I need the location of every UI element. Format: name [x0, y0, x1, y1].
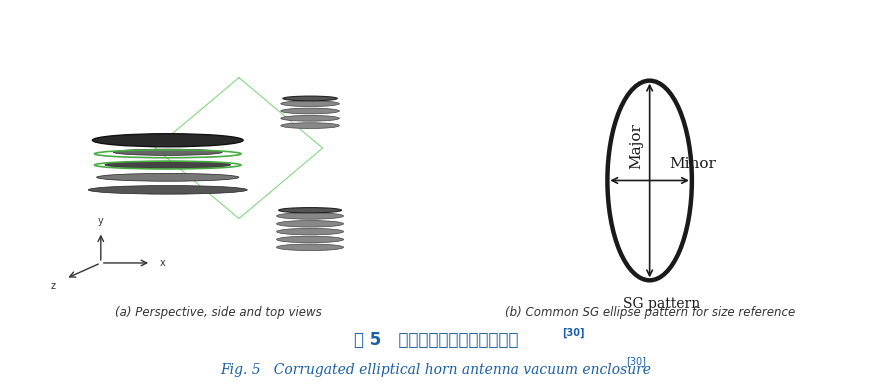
- Ellipse shape: [113, 149, 222, 156]
- Ellipse shape: [281, 108, 339, 114]
- Ellipse shape: [276, 228, 344, 235]
- Text: [30]: [30]: [626, 356, 646, 366]
- Text: Major: Major: [629, 123, 643, 169]
- Ellipse shape: [88, 185, 248, 194]
- Text: Fig. 5   Corrugated elliptical horn antenna vacuum enclosure: Fig. 5 Corrugated elliptical horn antenn…: [221, 364, 651, 377]
- Ellipse shape: [276, 236, 344, 243]
- Text: 图 5   波纹椭圆喃叭天线真空外壳: 图 5 波纹椭圆喃叭天线真空外壳: [354, 331, 518, 349]
- Text: y: y: [98, 217, 104, 227]
- Ellipse shape: [92, 134, 243, 147]
- Ellipse shape: [97, 174, 239, 181]
- Text: (a) Perspective, side and top views: (a) Perspective, side and top views: [114, 306, 322, 319]
- Ellipse shape: [608, 81, 691, 280]
- Ellipse shape: [281, 123, 339, 129]
- Text: Minor: Minor: [669, 157, 716, 170]
- Ellipse shape: [276, 220, 344, 227]
- Text: x: x: [160, 258, 165, 268]
- Ellipse shape: [105, 161, 230, 168]
- Text: z: z: [51, 281, 55, 291]
- Ellipse shape: [276, 244, 344, 251]
- Text: SG pattern: SG pattern: [623, 297, 700, 311]
- Ellipse shape: [281, 101, 339, 106]
- Ellipse shape: [122, 137, 214, 142]
- Ellipse shape: [279, 208, 342, 213]
- Text: (b) Common SG ellipse pattern for size reference: (b) Common SG ellipse pattern for size r…: [505, 306, 794, 319]
- Text: [30]: [30]: [562, 327, 585, 338]
- Ellipse shape: [276, 213, 344, 219]
- Ellipse shape: [281, 116, 339, 121]
- Ellipse shape: [283, 96, 337, 101]
